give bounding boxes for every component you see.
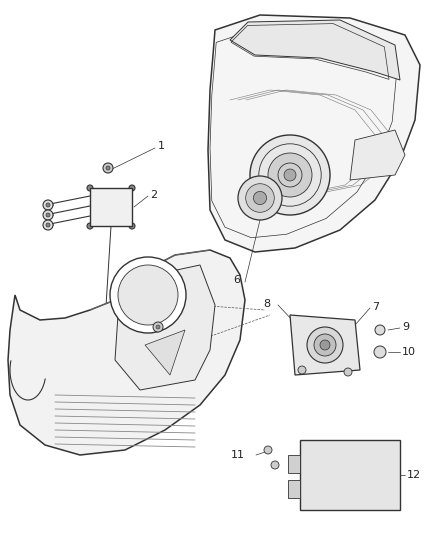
Circle shape [250, 135, 330, 215]
Circle shape [87, 185, 93, 191]
Circle shape [375, 325, 385, 335]
Circle shape [268, 153, 312, 197]
Text: 2: 2 [150, 190, 157, 200]
Text: 12: 12 [407, 470, 421, 480]
Polygon shape [208, 15, 420, 252]
Bar [288, 455, 300, 473]
Circle shape [238, 176, 282, 220]
Circle shape [246, 184, 274, 212]
Text: 10: 10 [402, 347, 416, 357]
Polygon shape [290, 315, 360, 375]
Circle shape [284, 169, 296, 181]
Circle shape [156, 325, 160, 329]
Circle shape [87, 223, 93, 229]
Text: 6: 6 [233, 275, 240, 285]
Circle shape [298, 366, 306, 374]
Circle shape [314, 334, 336, 356]
Text: 1: 1 [158, 141, 165, 151]
Text: 3: 3 [121, 321, 128, 331]
Text: 8: 8 [263, 299, 270, 309]
Text: 11: 11 [231, 450, 245, 460]
Circle shape [344, 368, 352, 376]
Circle shape [271, 461, 279, 469]
Circle shape [106, 166, 110, 170]
Polygon shape [145, 330, 185, 375]
Circle shape [320, 340, 330, 350]
Circle shape [307, 327, 343, 363]
Polygon shape [230, 20, 400, 80]
Circle shape [46, 203, 50, 207]
Circle shape [103, 163, 113, 173]
Circle shape [254, 191, 267, 205]
Circle shape [129, 223, 135, 229]
Text: 7: 7 [372, 302, 379, 312]
Circle shape [153, 322, 163, 332]
Circle shape [118, 265, 178, 325]
Polygon shape [8, 250, 245, 455]
Bar [90, 188, 132, 226]
Circle shape [264, 446, 272, 454]
Text: 9: 9 [402, 322, 409, 332]
Circle shape [110, 257, 186, 333]
Circle shape [46, 213, 50, 217]
Circle shape [374, 346, 386, 358]
Circle shape [43, 220, 53, 230]
Circle shape [46, 223, 50, 227]
Bar [300, 440, 400, 510]
Text: 5: 5 [118, 290, 125, 300]
Circle shape [43, 200, 53, 210]
Circle shape [43, 210, 53, 220]
Polygon shape [350, 130, 405, 180]
Polygon shape [115, 265, 215, 390]
Circle shape [129, 185, 135, 191]
Bar [288, 480, 300, 498]
